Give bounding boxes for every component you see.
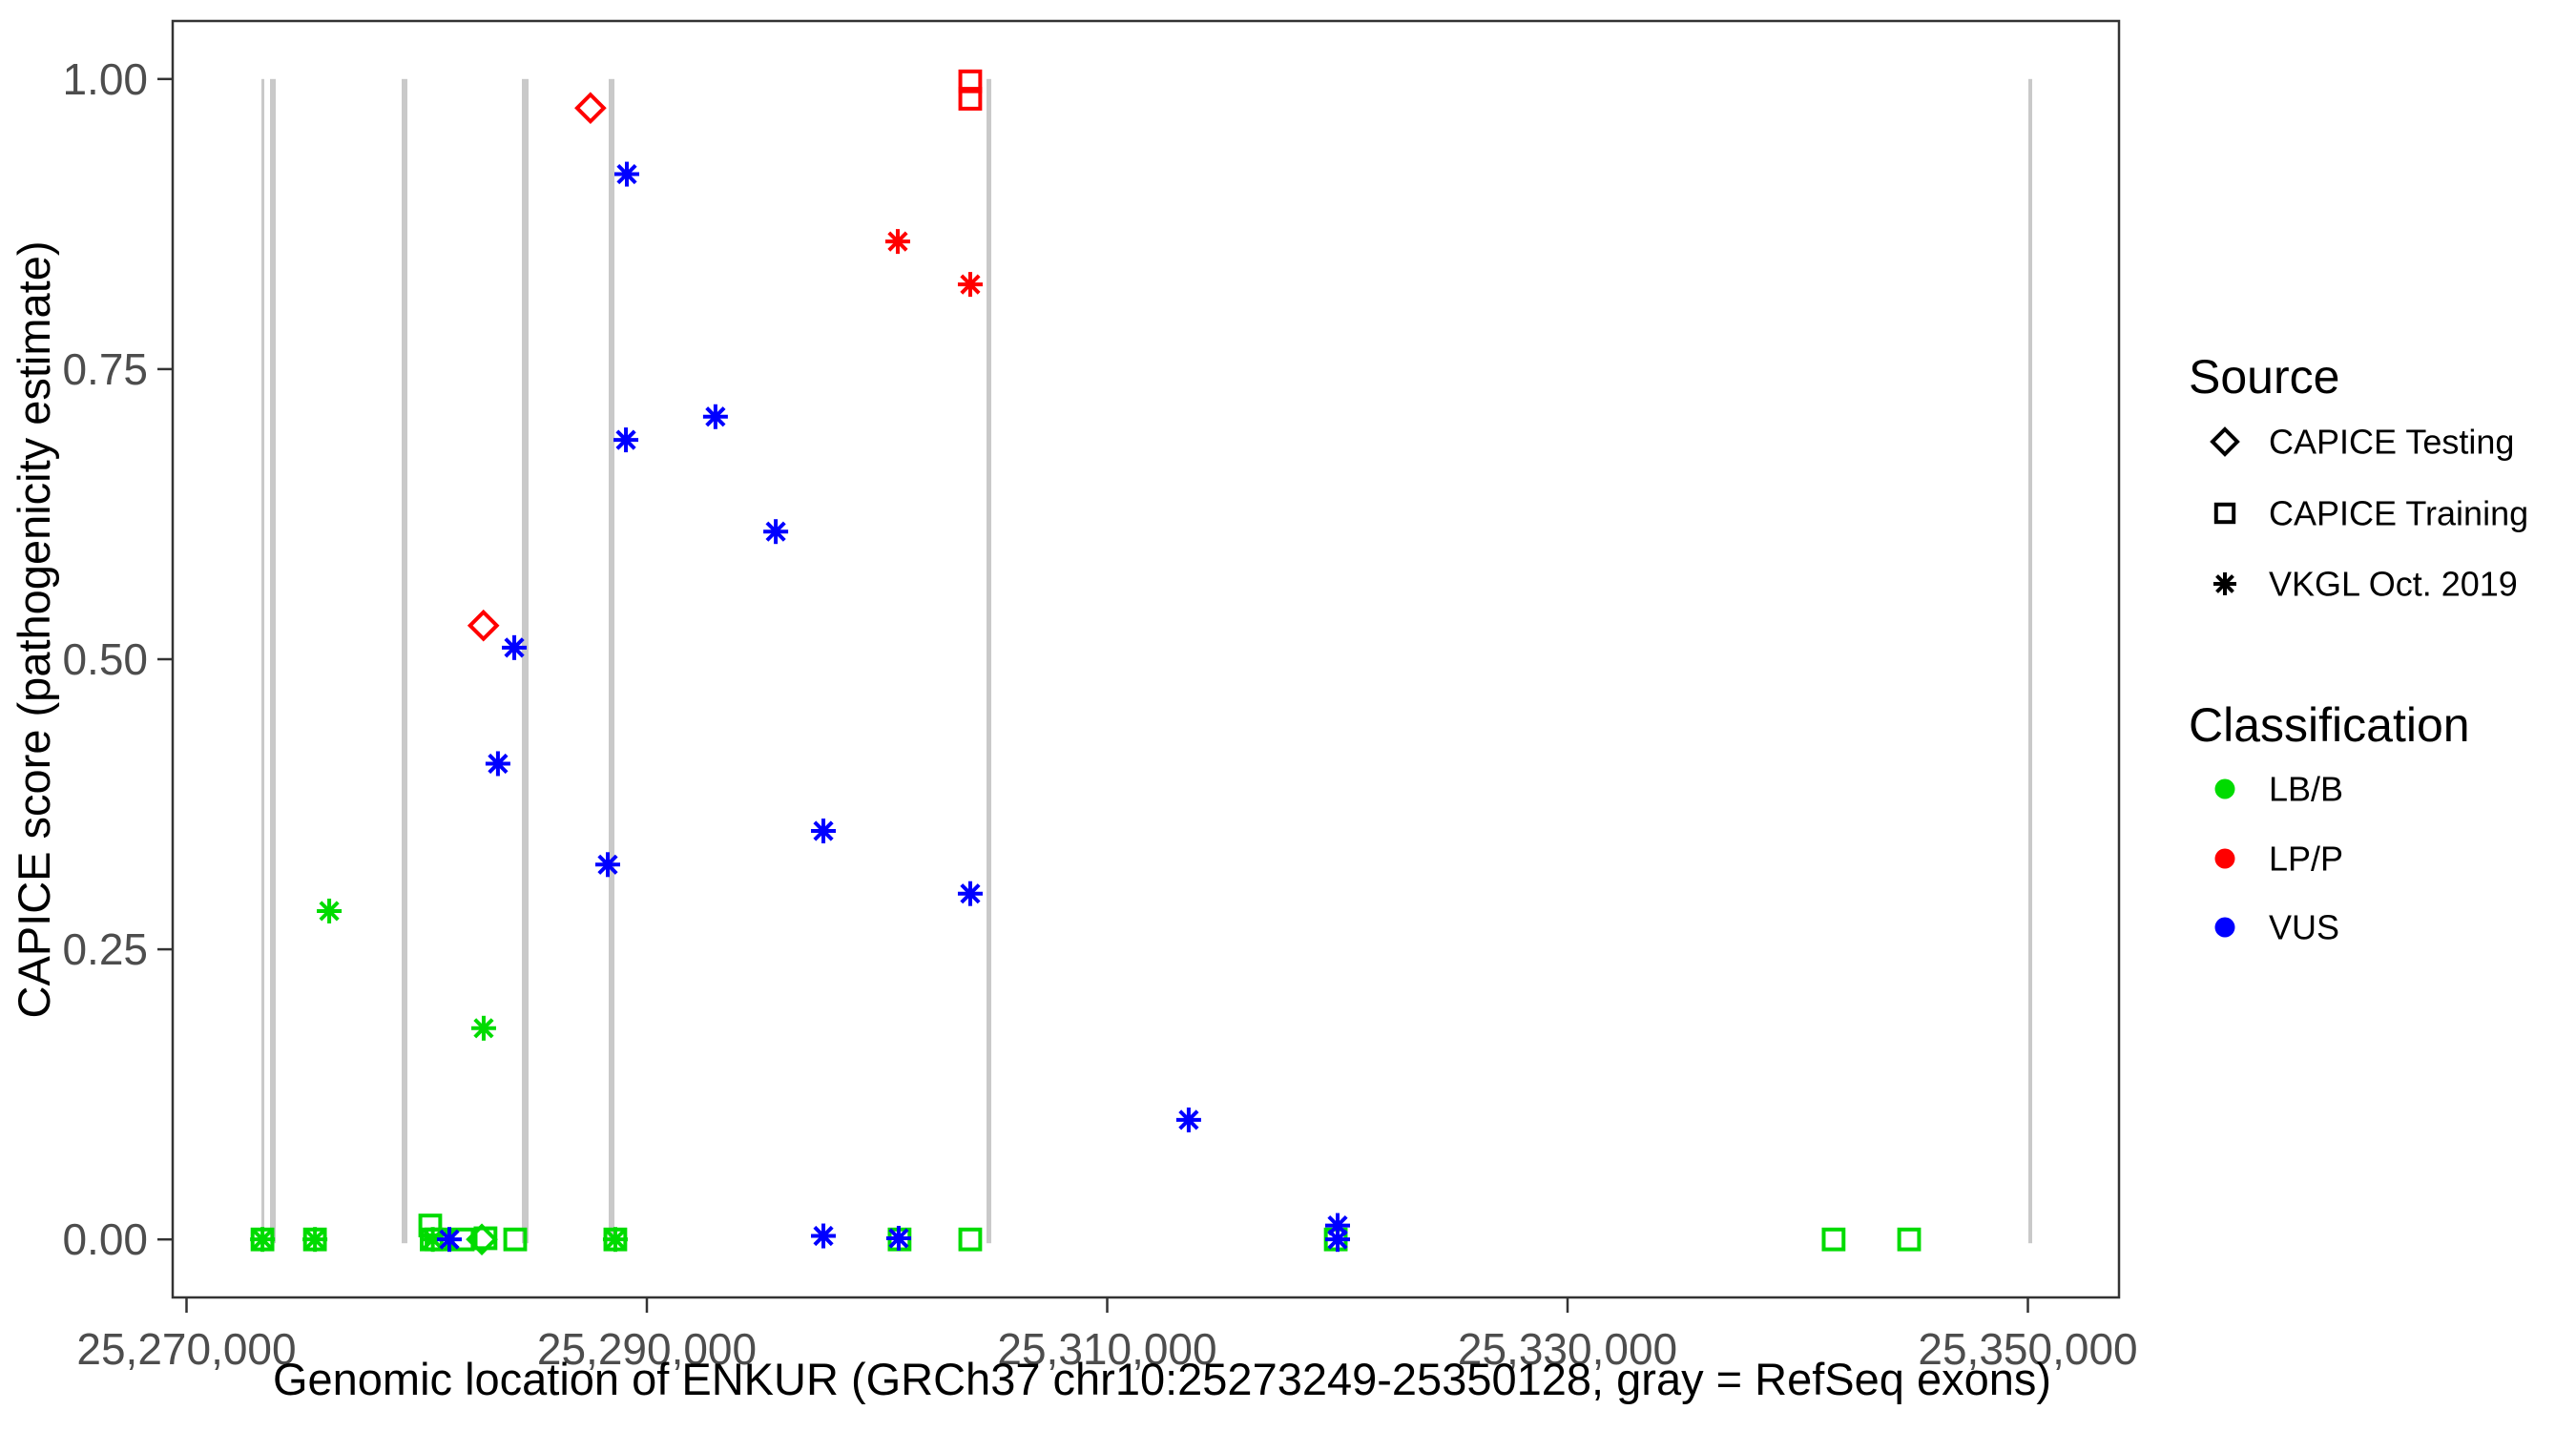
- data-point-asterisk: [502, 634, 528, 660]
- data-points: [250, 69, 1922, 1256]
- data-point-asterisk: [1324, 1227, 1350, 1253]
- legend-classification-title: Classification: [2189, 698, 2470, 752]
- data-point-square: [958, 1227, 983, 1252]
- data-point-asterisk: [602, 1227, 628, 1253]
- data-point-diamond: [467, 609, 500, 642]
- exon-bar: [401, 78, 408, 1244]
- data-point-asterisk: [811, 819, 837, 844]
- data-point-square: [2213, 502, 2236, 525]
- data-point-square: [503, 1227, 528, 1252]
- exon-bar: [522, 78, 529, 1244]
- data-point-diamond: [2210, 426, 2240, 457]
- x-tick-label: 25,270,000: [76, 1324, 296, 1374]
- legend-item-vkgl: VKGL Oct. 2019: [2269, 565, 2518, 604]
- data-point-asterisk: [470, 1015, 496, 1041]
- data-point-asterisk: [2213, 572, 2236, 595]
- data-point-asterisk: [811, 1223, 837, 1249]
- data-point-asterisk: [437, 1227, 463, 1253]
- x-tick-label: 25,310,000: [997, 1324, 1216, 1374]
- data-point-asterisk: [613, 427, 639, 453]
- data-point-asterisk: [1175, 1107, 1201, 1132]
- x-axis: 25,270,000 25,290,000 25,310,000 25,330,000…: [76, 1297, 2138, 1374]
- x-axis-title: Genomic location of ENKUR (GRCh37 chr10:…: [273, 1354, 2051, 1404]
- legend-classification-keys: [2214, 778, 2235, 938]
- legend-classification: Classification LB/B LP/P VUS: [2189, 698, 2470, 947]
- exon-bar: [609, 78, 615, 1244]
- data-point-asterisk: [957, 272, 983, 298]
- legend-item-lbb: LB/B: [2269, 770, 2343, 809]
- exon-bar: [261, 78, 265, 1244]
- data-point-diamond: [574, 92, 607, 125]
- data-point-asterisk: [594, 852, 620, 878]
- data-point-asterisk: [485, 751, 510, 777]
- legend-item-capice-testing: CAPICE Testing: [2269, 423, 2514, 462]
- panel-border: [171, 19, 2121, 1299]
- legend-item-lpp: LP/P: [2269, 840, 2343, 879]
- data-point-asterisk: [250, 1227, 276, 1253]
- legend-item-capice-training: CAPICE Training: [2269, 494, 2528, 533]
- x-tick-label: 25,350,000: [1918, 1324, 2137, 1374]
- y-axis-title: CAPICE score (pathogenicity estimate): [9, 241, 59, 1019]
- data-point-asterisk: [884, 229, 910, 255]
- y-axis: 0.00 0.25 0.50 0.75 1.00: [62, 54, 173, 1264]
- exon-bar: [986, 78, 991, 1244]
- data-point-asterisk: [702, 404, 728, 429]
- y-tick-label: 0.75: [62, 344, 148, 394]
- legend-dot: [2214, 778, 2235, 799]
- legend-source: Source CAPICE Testing CAPICE Training VK…: [2189, 350, 2528, 604]
- x-tick-label: 25,290,000: [537, 1324, 757, 1374]
- data-point-asterisk: [302, 1227, 328, 1253]
- exon-bar: [270, 78, 277, 1244]
- legend-dot: [2214, 917, 2235, 938]
- y-tick-label: 0.25: [62, 924, 148, 974]
- data-point-square: [1897, 1227, 1922, 1252]
- x-tick-label: 25,330,000: [1458, 1324, 1677, 1374]
- data-point-square: [1821, 1227, 1846, 1252]
- exon-lines: [261, 78, 2033, 1244]
- legend-source-title: Source: [2189, 350, 2339, 404]
- data-point-diamond: [466, 1223, 498, 1256]
- y-tick-label: 0.50: [62, 634, 148, 684]
- legend-dot: [2214, 848, 2235, 869]
- y-tick-label: 1.00: [62, 54, 148, 104]
- legend-source-keys: [2210, 426, 2240, 595]
- data-point-asterisk: [614, 161, 640, 187]
- data-point-square: [958, 87, 983, 111]
- data-point-square: [958, 69, 983, 93]
- panel-border-rect: [171, 19, 2121, 1299]
- data-point-asterisk: [317, 898, 343, 923]
- data-point-asterisk: [763, 519, 789, 545]
- legend-item-vus: VUS: [2269, 908, 2339, 947]
- data-point-asterisk: [957, 881, 983, 906]
- y-tick-label: 0.00: [62, 1214, 148, 1264]
- data-point-asterisk: [885, 1225, 911, 1251]
- exon-bar: [2028, 78, 2033, 1244]
